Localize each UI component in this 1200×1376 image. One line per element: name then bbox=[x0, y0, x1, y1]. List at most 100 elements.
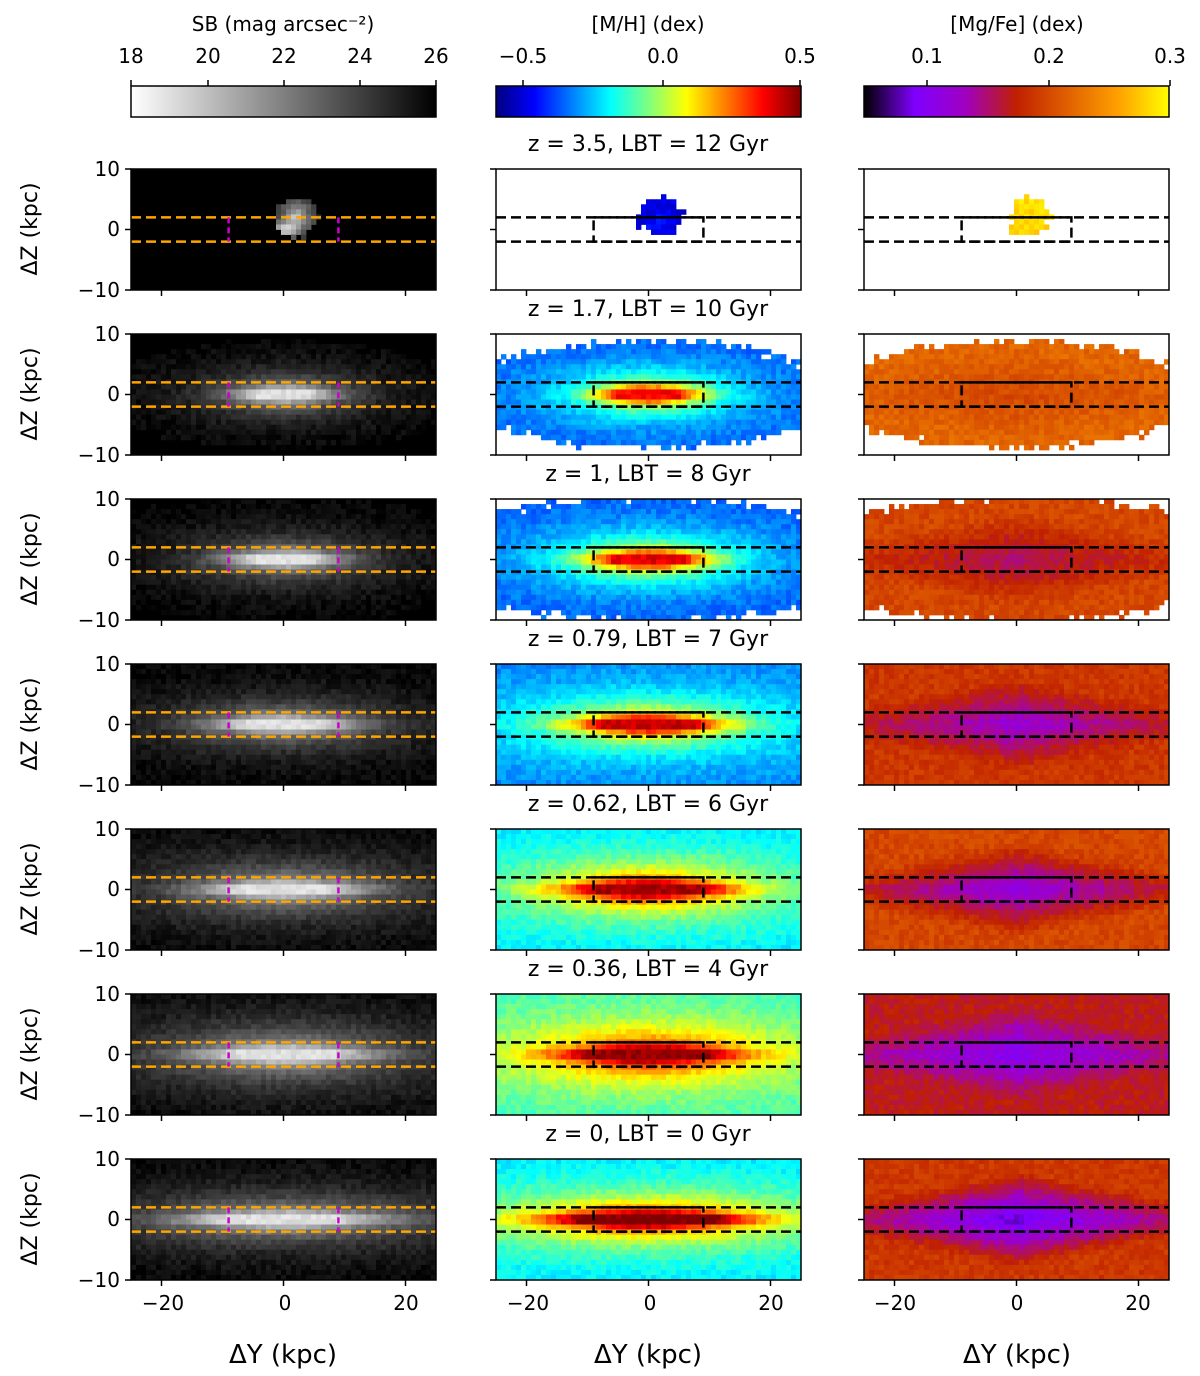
heatmap-cell bbox=[381, 514, 387, 520]
heatmap-cell bbox=[874, 389, 880, 395]
heatmap-cell bbox=[1089, 394, 1095, 400]
heatmap-cell bbox=[914, 369, 920, 375]
heatmap-cell bbox=[321, 534, 327, 540]
heatmap-cell bbox=[276, 374, 282, 380]
heatmap-cell bbox=[421, 364, 427, 370]
heatmap-cell bbox=[231, 349, 237, 355]
heatmap-cell bbox=[1064, 354, 1070, 360]
heatmap-cell bbox=[506, 364, 512, 370]
heatmap-cell bbox=[1139, 359, 1145, 365]
heatmap-cell bbox=[291, 574, 297, 581]
heatmap-cell bbox=[341, 419, 347, 426]
heatmap-cell bbox=[376, 524, 382, 530]
heatmap-cell bbox=[171, 359, 177, 365]
heatmap-cell bbox=[1079, 419, 1085, 426]
heatmap-cell bbox=[351, 354, 357, 360]
heatmap-cell bbox=[989, 369, 995, 375]
heatmap-cell bbox=[536, 374, 542, 380]
heatmap-cell bbox=[246, 394, 252, 400]
heatmap-cell bbox=[301, 219, 307, 225]
heatmap-cell bbox=[656, 204, 662, 210]
heatmap-cell bbox=[1024, 359, 1030, 365]
heatmap-cell bbox=[306, 204, 312, 210]
heatmap-cell bbox=[641, 384, 647, 390]
heatmap-cell bbox=[201, 564, 207, 570]
heatmap-cell bbox=[776, 399, 782, 405]
heatmap-cell bbox=[541, 374, 547, 380]
heatmap-cell bbox=[989, 414, 995, 421]
heatmap-cell bbox=[316, 524, 322, 530]
heatmap-cell bbox=[944, 359, 950, 365]
heatmap-cell bbox=[909, 359, 915, 365]
heatmap-cell bbox=[786, 399, 792, 405]
heatmap-cell bbox=[406, 579, 412, 586]
heatmap-cell bbox=[874, 414, 880, 421]
heatmap-cell bbox=[266, 409, 272, 416]
heatmap-cell bbox=[661, 224, 667, 230]
heatmap-cell bbox=[431, 399, 436, 405]
heatmap-cell bbox=[601, 359, 607, 365]
heatmap-cell bbox=[1064, 384, 1070, 390]
heatmap-cell bbox=[1004, 359, 1010, 365]
heatmap-cell bbox=[381, 589, 387, 596]
heatmap-cell bbox=[1004, 354, 1010, 360]
heatmap-cell bbox=[561, 434, 567, 441]
heatmap-cell bbox=[646, 349, 652, 355]
heatmap-cell bbox=[391, 504, 397, 510]
heatmap-cell bbox=[186, 349, 192, 355]
heatmap-cell bbox=[591, 374, 597, 380]
heatmap-cell bbox=[1039, 349, 1045, 355]
heatmap-cell bbox=[531, 369, 537, 375]
heatmap-cell bbox=[506, 379, 512, 385]
heatmap-cell bbox=[1054, 434, 1060, 441]
heatmap-cell bbox=[261, 429, 267, 436]
heatmap-cell bbox=[691, 399, 697, 405]
heatmap-cell bbox=[1139, 399, 1145, 405]
heatmap-cell bbox=[731, 429, 737, 436]
heatmap-cell bbox=[376, 599, 382, 606]
heatmap-cell bbox=[894, 359, 900, 365]
heatmap-cell bbox=[401, 359, 407, 365]
heatmap-cell bbox=[211, 384, 217, 390]
heatmap-cell bbox=[216, 549, 222, 555]
heatmap-cell bbox=[236, 589, 242, 596]
heatmap-cell bbox=[351, 539, 357, 545]
heatmap-cell bbox=[591, 414, 597, 421]
heatmap-cell bbox=[1114, 409, 1120, 416]
heatmap-cell bbox=[641, 434, 647, 441]
heatmap-cell bbox=[301, 384, 307, 390]
heatmap-cell bbox=[571, 374, 577, 380]
heatmap-cell bbox=[196, 549, 202, 555]
heatmap-cell bbox=[261, 419, 267, 426]
heatmap-cell bbox=[1139, 364, 1145, 370]
heatmap-cell bbox=[151, 604, 157, 611]
heatmap-cell bbox=[521, 414, 527, 421]
heatmap-cell bbox=[336, 574, 342, 581]
heatmap-cell bbox=[256, 604, 262, 611]
heatmap-cell bbox=[251, 554, 257, 560]
heatmap-cell bbox=[1064, 419, 1070, 426]
heatmap-cell bbox=[666, 209, 672, 215]
heatmap-cell bbox=[651, 419, 657, 426]
heatmap-cell bbox=[136, 419, 142, 426]
heatmap-cell bbox=[1079, 359, 1085, 365]
heatmap-cell bbox=[1109, 409, 1115, 416]
heatmap-cell bbox=[1114, 424, 1120, 431]
heatmap-cell bbox=[171, 389, 177, 395]
heatmap-cell bbox=[884, 369, 890, 375]
heatmap-cell bbox=[196, 599, 202, 606]
heatmap-cell bbox=[136, 559, 142, 565]
heatmap-cell bbox=[266, 434, 272, 441]
heatmap-cell bbox=[271, 604, 277, 611]
heatmap-cell bbox=[431, 514, 436, 520]
heatmap-cell bbox=[666, 429, 672, 436]
heatmap-cell bbox=[291, 419, 297, 426]
heatmap-cell bbox=[336, 419, 342, 426]
heatmap-cell bbox=[899, 389, 905, 395]
heatmap-cell bbox=[566, 429, 572, 436]
heatmap-cell bbox=[286, 584, 292, 591]
heatmap-cell bbox=[1039, 219, 1045, 225]
heatmap-cell bbox=[416, 359, 422, 365]
heatmap-cell bbox=[561, 384, 567, 390]
heatmap-cell bbox=[321, 354, 327, 360]
